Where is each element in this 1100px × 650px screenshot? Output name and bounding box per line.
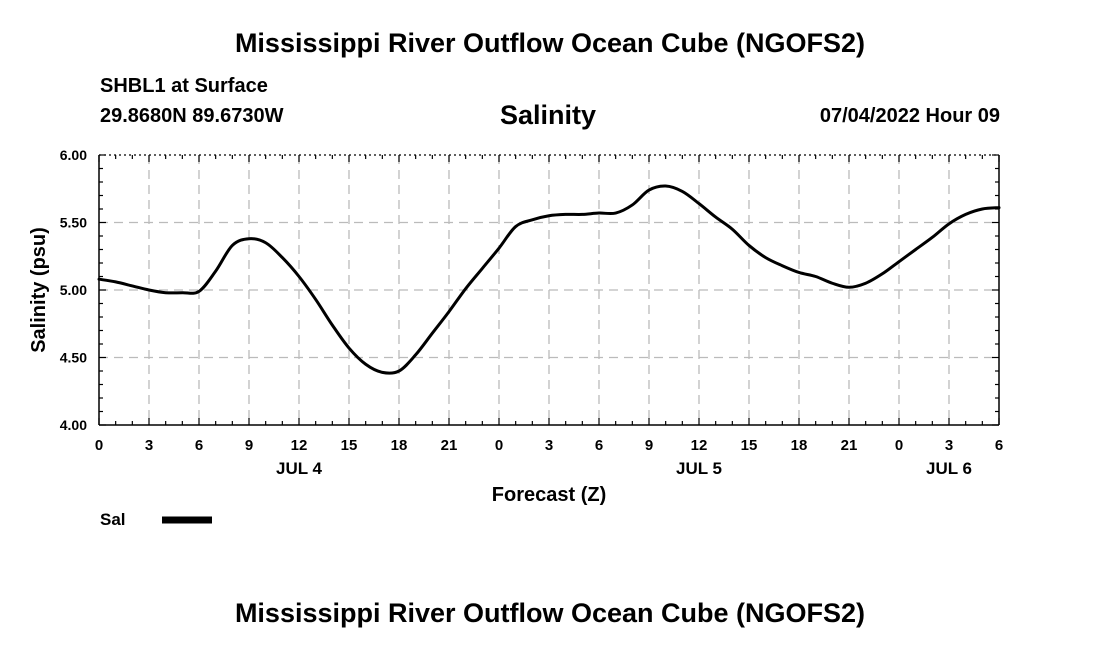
x-day-label: JUL 4 — [276, 459, 323, 478]
chart-title: Salinity — [500, 100, 597, 130]
y-tick-label: 5.50 — [60, 215, 87, 231]
x-tick-label: 12 — [691, 437, 708, 454]
x-tick-label: 18 — [791, 437, 808, 454]
x-tick-label: 3 — [145, 437, 153, 454]
x-tick-label: 21 — [441, 437, 458, 454]
x-day-label: JUL 5 — [676, 459, 722, 478]
y-tick-label: 4.50 — [60, 350, 87, 366]
coordinates-label: 29.8680N 89.6730W — [100, 105, 284, 127]
x-axis-title: Forecast (Z) — [492, 484, 606, 506]
station-label: SHBL1 at Surface — [100, 75, 268, 97]
x-tick-label: 18 — [391, 437, 408, 454]
x-tick-label: 6 — [195, 437, 203, 454]
x-tick-label: 15 — [341, 437, 358, 454]
series-line-sal — [97, 184, 1001, 375]
x-tick-label: 21 — [841, 437, 858, 454]
forecast-datetime: 07/04/2022 Hour 09 — [819, 105, 1000, 127]
footer-title: Mississippi River Outflow Ocean Cube (NG… — [234, 598, 866, 628]
x-tick-label: 3 — [945, 437, 953, 454]
main-title: Mississippi River Outflow Ocean Cube (NG… — [234, 28, 866, 58]
x-tick-label: 12 — [291, 437, 308, 454]
x-day-label: JUL 6 — [926, 459, 972, 478]
y-tick-label: 5.00 — [60, 282, 87, 298]
y-tick-label: 4.00 — [60, 417, 87, 433]
legend-label: Sal — [100, 510, 126, 529]
x-tick-label: 15 — [741, 437, 758, 454]
x-tick-label: 6 — [995, 437, 1003, 454]
x-tick-label: 9 — [645, 437, 653, 454]
x-tick-label: 6 — [595, 437, 603, 454]
x-tick-label: 0 — [95, 437, 103, 454]
y-tick-label: 6.00 — [60, 147, 87, 163]
x-tick-label: 0 — [895, 437, 903, 454]
x-tick-label: 0 — [495, 437, 503, 454]
x-tick-label: 3 — [545, 437, 553, 454]
y-axis-title: Salinity (psu) — [28, 227, 50, 353]
x-tick-label: 9 — [245, 437, 253, 454]
